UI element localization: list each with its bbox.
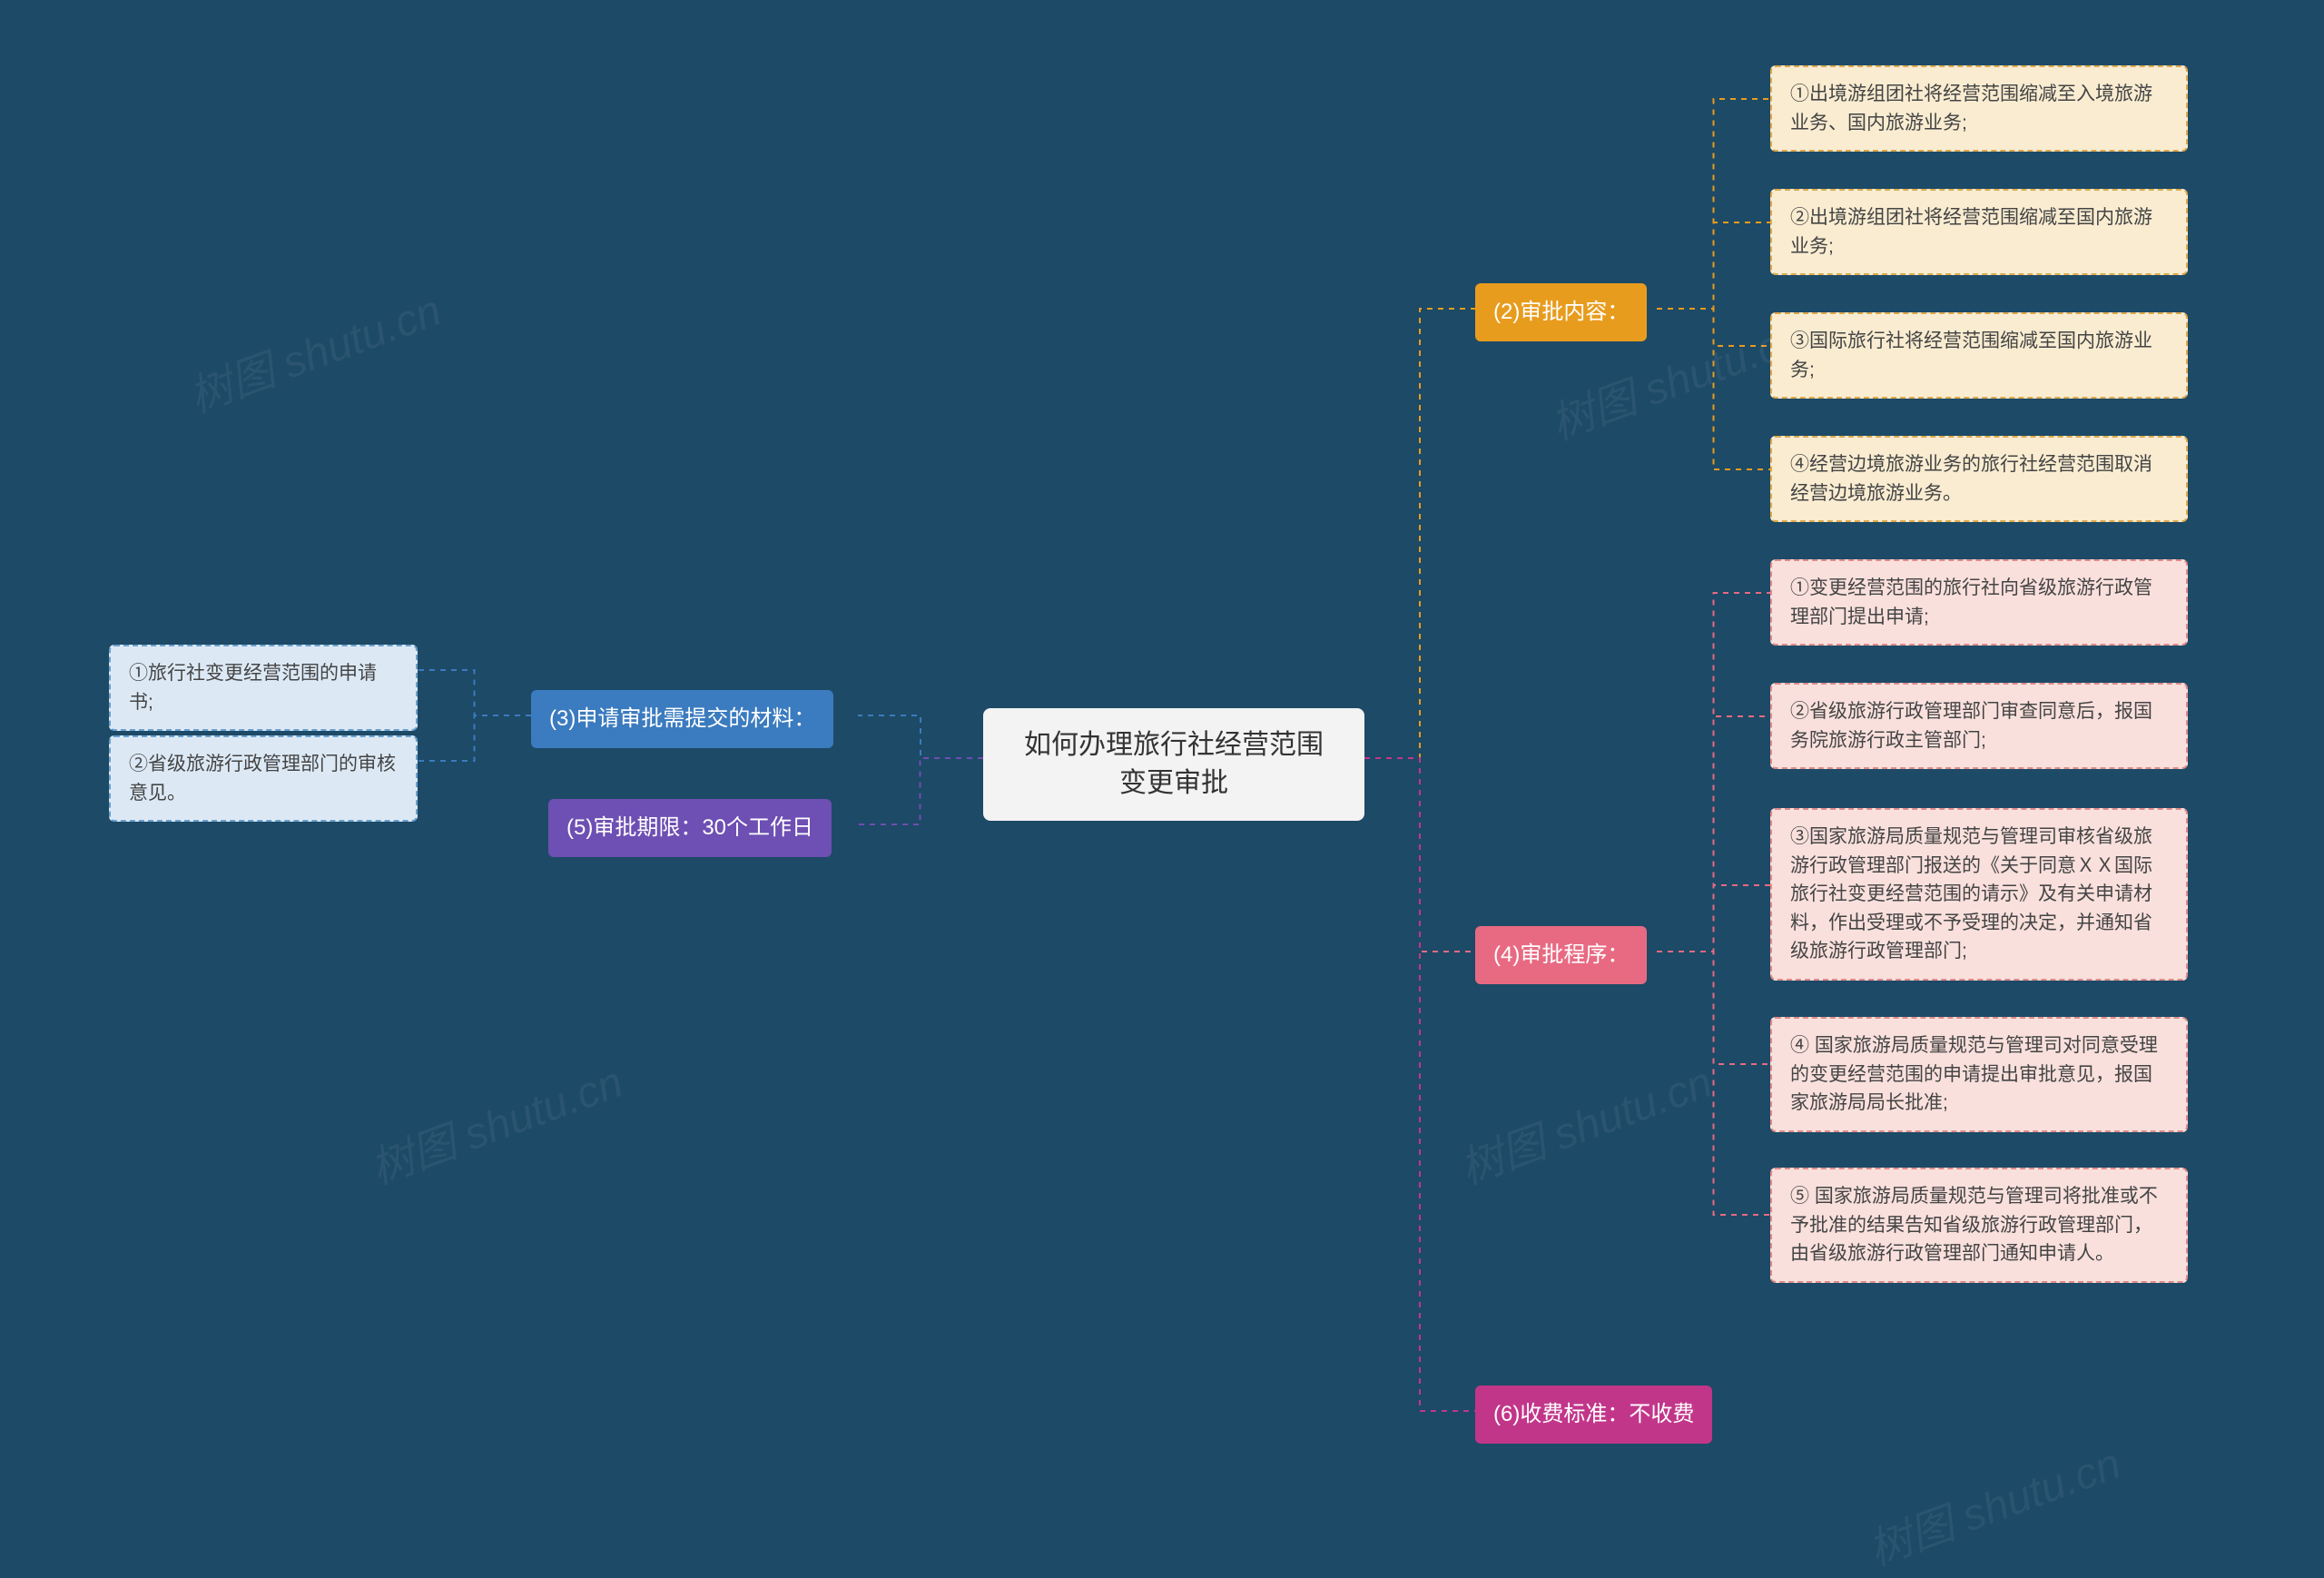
branch-deadline[interactable]: (5)审批期限：30个工作日 [548,799,832,857]
leaf-pink-2[interactable]: ②省级旅游行政管理部门审查同意后，报国务院旅游行政主管部门; [1770,683,2188,769]
leaf-orange-4[interactable]: ④经营边境旅游业务的旅行社经营范围取消经营边境旅游业务。 [1770,436,2188,522]
leaf-pink-4[interactable]: ④ 国家旅游局质量规范与管理司对同意受理的变更经营范围的申请提出审批意见，报国家… [1770,1017,2188,1132]
leaf-orange-2[interactable]: ②出境游组团社将经营范围缩减至国内旅游业务; [1770,189,2188,275]
leaf-pink-3[interactable]: ③国家旅游局质量规范与管理司审核省级旅游行政管理部门报送的《关于同意ＸＸ国际旅行… [1770,808,2188,981]
watermark: 树图 shutu.cn [360,1046,630,1196]
leaf-pink-1[interactable]: ①变更经营范围的旅行社向省级旅游行政管理部门提出申请; [1770,559,2188,646]
branch-approval-content[interactable]: (2)审批内容： [1475,283,1647,341]
branch-fee-standard[interactable]: (6)收费标准：不收费 [1475,1386,1712,1444]
branch-approval-procedure[interactable]: (4)审批程序： [1475,926,1647,984]
watermark: 树图 shutu.cn [1858,1427,2128,1577]
branch-materials[interactable]: (3)申请审批需提交的材料： [531,690,833,748]
center-node[interactable]: 如何办理旅行社经营范围变更审批 [983,708,1364,821]
leaf-pink-5[interactable]: ⑤ 国家旅游局质量规范与管理司将批准或不予批准的结果告知省级旅游行政管理部门，由… [1770,1168,2188,1283]
leaf-orange-1[interactable]: ①出境游组团社将经营范围缩减至入境旅游业务、国内旅游业务; [1770,65,2188,152]
watermark: 树图 shutu.cn [1450,1046,1719,1196]
leaf-orange-3[interactable]: ③国际旅行社将经营范围缩减至国内旅游业务; [1770,312,2188,399]
leaf-blue-2[interactable]: ②省级旅游行政管理部门的审核意见。 [109,735,418,822]
watermark: 树图 shutu.cn [179,274,448,424]
leaf-blue-1[interactable]: ①旅行社变更经营范围的申请书; [109,645,418,731]
